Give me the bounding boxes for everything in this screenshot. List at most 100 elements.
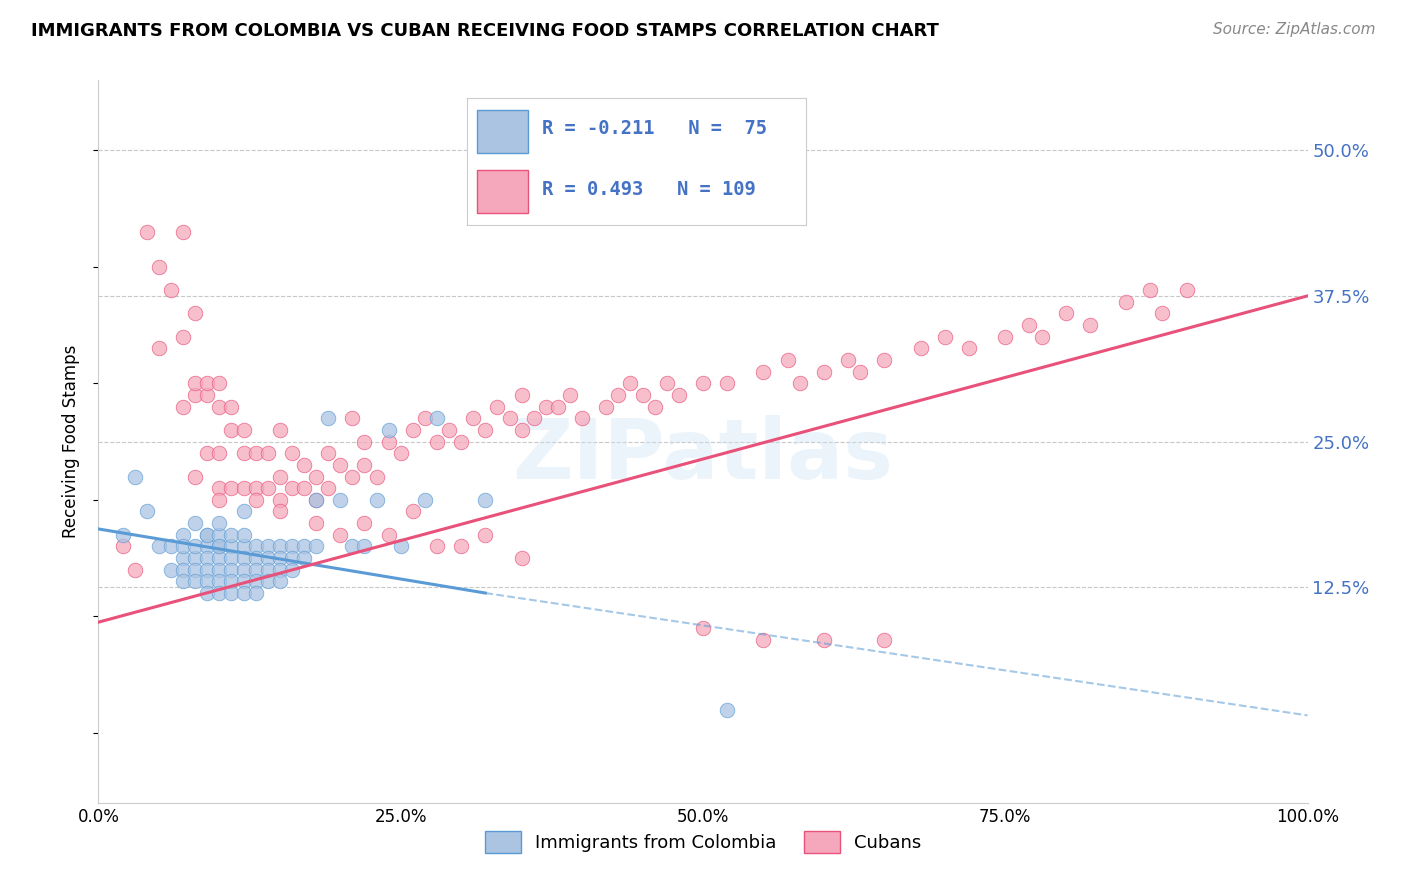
Point: [245, 492, 267, 507]
Point: [571, 411, 593, 425]
Point: [172, 400, 194, 414]
Point: [245, 481, 267, 495]
Point: [124, 469, 146, 483]
Point: [148, 540, 170, 554]
Point: [377, 528, 399, 542]
Point: [184, 563, 207, 577]
Point: [305, 516, 328, 530]
Point: [1031, 329, 1053, 343]
Point: [195, 446, 218, 460]
Point: [813, 632, 835, 647]
Point: [195, 388, 218, 402]
Point: [245, 563, 267, 577]
Point: [208, 574, 231, 589]
Point: [208, 540, 231, 554]
Point: [221, 528, 243, 542]
Point: [716, 376, 738, 391]
Point: [752, 365, 775, 379]
Point: [208, 400, 231, 414]
Point: [221, 423, 243, 437]
Legend: Immigrants from Colombia, Cubans: Immigrants from Colombia, Cubans: [475, 822, 931, 863]
Point: [752, 632, 775, 647]
Point: [692, 621, 714, 635]
Point: [208, 446, 231, 460]
Point: [172, 329, 194, 343]
Point: [776, 353, 799, 368]
Point: [1152, 306, 1174, 320]
Point: [124, 563, 146, 577]
Point: [292, 540, 315, 554]
Point: [184, 388, 207, 402]
Point: [292, 551, 315, 566]
Point: [607, 388, 630, 402]
Point: [873, 632, 896, 647]
Point: [510, 551, 533, 566]
Point: [269, 540, 291, 554]
Point: [208, 492, 231, 507]
Text: Source: ZipAtlas.com: Source: ZipAtlas.com: [1212, 22, 1375, 37]
Point: [195, 528, 218, 542]
Point: [172, 540, 194, 554]
Point: [353, 434, 375, 449]
Point: [463, 411, 485, 425]
Point: [474, 492, 496, 507]
Point: [184, 574, 207, 589]
Point: [184, 306, 207, 320]
Point: [232, 504, 254, 518]
Point: [184, 540, 207, 554]
Point: [1175, 283, 1198, 297]
Point: [342, 469, 364, 483]
Point: [402, 423, 425, 437]
Point: [1078, 318, 1101, 332]
Point: [353, 516, 375, 530]
Point: [413, 492, 436, 507]
Point: [195, 586, 218, 600]
Point: [232, 446, 254, 460]
Point: [305, 492, 328, 507]
Point: [1115, 294, 1137, 309]
Point: [873, 353, 896, 368]
Point: [389, 540, 412, 554]
Point: [232, 574, 254, 589]
Point: [1018, 318, 1040, 332]
Point: [426, 434, 449, 449]
Point: [256, 481, 278, 495]
Point: [281, 551, 304, 566]
Point: [232, 423, 254, 437]
Point: [849, 365, 872, 379]
Point: [245, 551, 267, 566]
Point: [135, 504, 157, 518]
Point: [160, 563, 183, 577]
Point: [523, 411, 546, 425]
Point: [437, 423, 460, 437]
Point: [1054, 306, 1077, 320]
Point: [716, 702, 738, 716]
Point: [377, 423, 399, 437]
Point: [316, 481, 339, 495]
Point: [256, 563, 278, 577]
Point: [221, 481, 243, 495]
Point: [208, 563, 231, 577]
Point: [232, 481, 254, 495]
Point: [221, 574, 243, 589]
Point: [208, 481, 231, 495]
Point: [329, 492, 352, 507]
Point: [910, 341, 932, 355]
Point: [172, 574, 194, 589]
Text: IMMIGRANTS FROM COLOMBIA VS CUBAN RECEIVING FOOD STAMPS CORRELATION CHART: IMMIGRANTS FROM COLOMBIA VS CUBAN RECEIV…: [31, 22, 939, 40]
Point: [329, 458, 352, 472]
Point: [329, 528, 352, 542]
Point: [135, 225, 157, 239]
Point: [655, 376, 678, 391]
Point: [172, 225, 194, 239]
Point: [195, 563, 218, 577]
Point: [510, 423, 533, 437]
Point: [305, 492, 328, 507]
Point: [269, 492, 291, 507]
Point: [498, 411, 520, 425]
Point: [221, 400, 243, 414]
Point: [316, 446, 339, 460]
Point: [668, 388, 690, 402]
Point: [292, 458, 315, 472]
Point: [342, 540, 364, 554]
